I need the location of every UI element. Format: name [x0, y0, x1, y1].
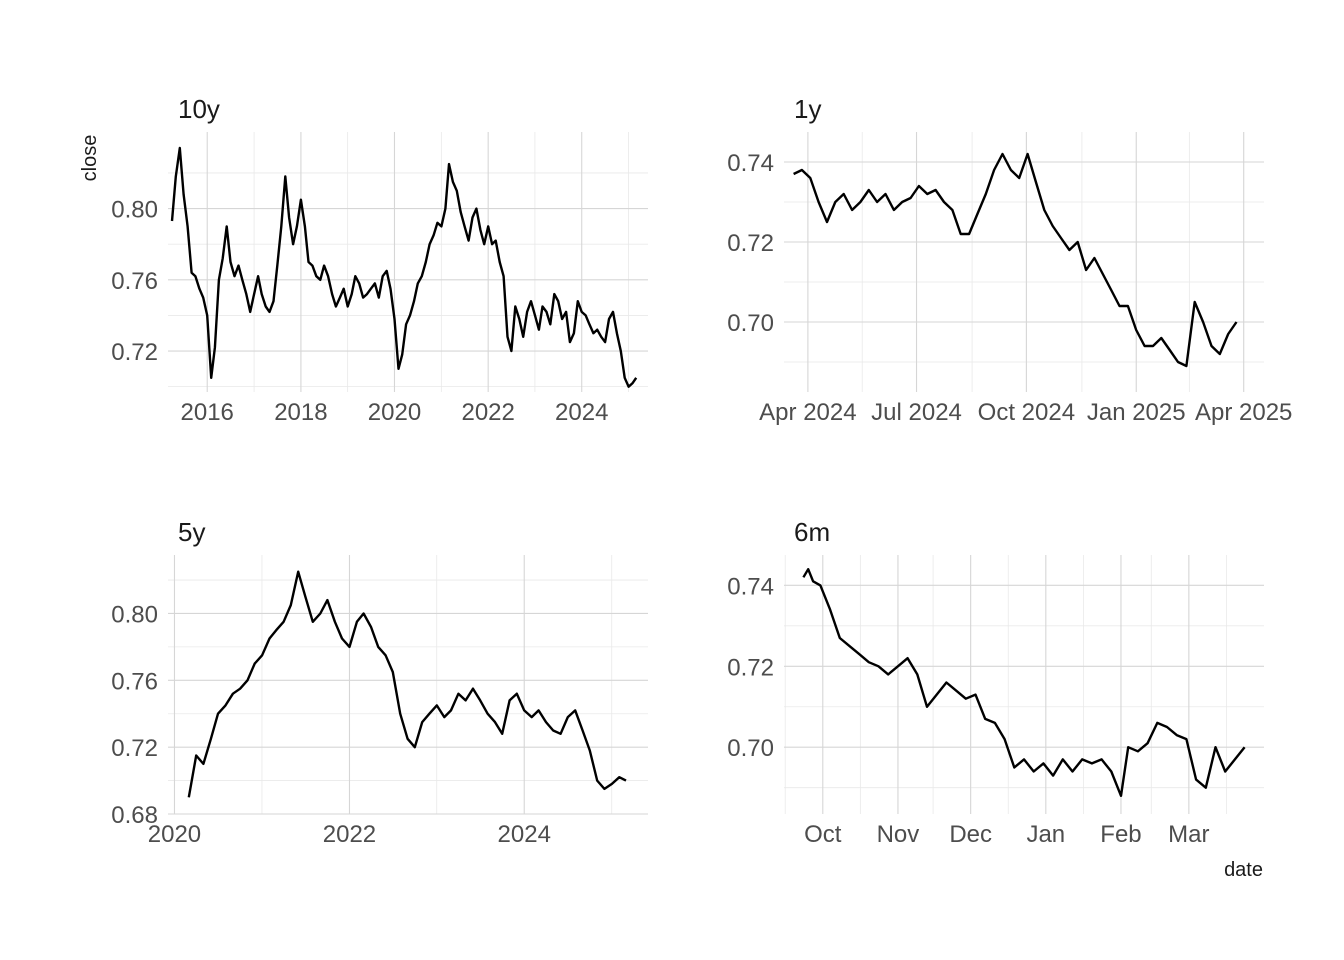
y-tick-label: 0.80 [111, 601, 158, 628]
panel-title: 1y [794, 94, 821, 124]
panel-6m: 0.70 0.72 0.74 Oct Nov Dec Jan Feb Mar 6m date [727, 517, 1264, 881]
panel-10y: 0.72 0.76 0.80 2016 2018 2020 2022 2024 10y close [79, 94, 648, 426]
y-tick-label: 0.74 [727, 573, 774, 600]
x-tick-label: 2020 [148, 821, 201, 848]
x-tick-label: 2020 [368, 399, 421, 426]
y-tick-label: 0.68 [111, 802, 158, 829]
x-tick-label: Mar [1168, 821, 1209, 848]
x-tick-label: Apr 2025 [1195, 399, 1292, 426]
y-tick-label: 0.70 [727, 735, 774, 762]
series-line-5y [187, 570, 627, 798]
y-tick-label: 0.70 [727, 310, 774, 337]
y-tick-label: 0.76 [111, 668, 158, 695]
series-line-6m [802, 568, 1246, 797]
x-tick-label: Nov [877, 821, 920, 848]
x-tick-label: Feb [1100, 821, 1141, 848]
y-tick-label: 0.72 [727, 654, 774, 681]
y-tick-label: 0.80 [111, 197, 158, 224]
y-tick-label: 0.72 [111, 735, 158, 762]
x-tick-label: 2018 [274, 399, 327, 426]
x-axis-label: date [1224, 859, 1263, 881]
x-tick-label: 2024 [555, 399, 608, 426]
y-tick-label: 0.76 [111, 268, 158, 295]
x-tick-label: 2024 [498, 821, 551, 848]
y-axis-label: close [79, 135, 101, 182]
x-tick-label: Oct [804, 821, 842, 848]
series-line-1y [793, 152, 1238, 368]
y-tick-label: 0.74 [727, 150, 774, 177]
x-tick-label: Jul 2024 [871, 399, 962, 426]
x-tick-label: 2016 [181, 399, 234, 426]
x-tick-label: Dec [949, 821, 992, 848]
series-line-10y [170, 146, 638, 388]
panel-5y: 0.68 0.72 0.76 0.80 2020 2022 2024 5y [111, 517, 648, 848]
x-tick-label: 2022 [323, 821, 376, 848]
y-tick-label: 0.72 [111, 339, 158, 366]
y-tick-label: 0.72 [727, 230, 774, 257]
x-tick-label: Oct 2024 [978, 399, 1075, 426]
x-tick-label: Jan [1026, 821, 1065, 848]
x-tick-label: Jan 2025 [1087, 399, 1186, 426]
panel-title: 6m [794, 517, 830, 547]
x-tick-label: Apr 2024 [759, 399, 856, 426]
panel-1y: 0.70 0.72 0.74 Apr 2024 Jul 2024 Oct 2024 Jan … [727, 94, 1292, 426]
x-tick-label: 2022 [461, 399, 514, 426]
panel-title: 10y [178, 94, 220, 124]
panel-title: 5y [178, 517, 205, 547]
